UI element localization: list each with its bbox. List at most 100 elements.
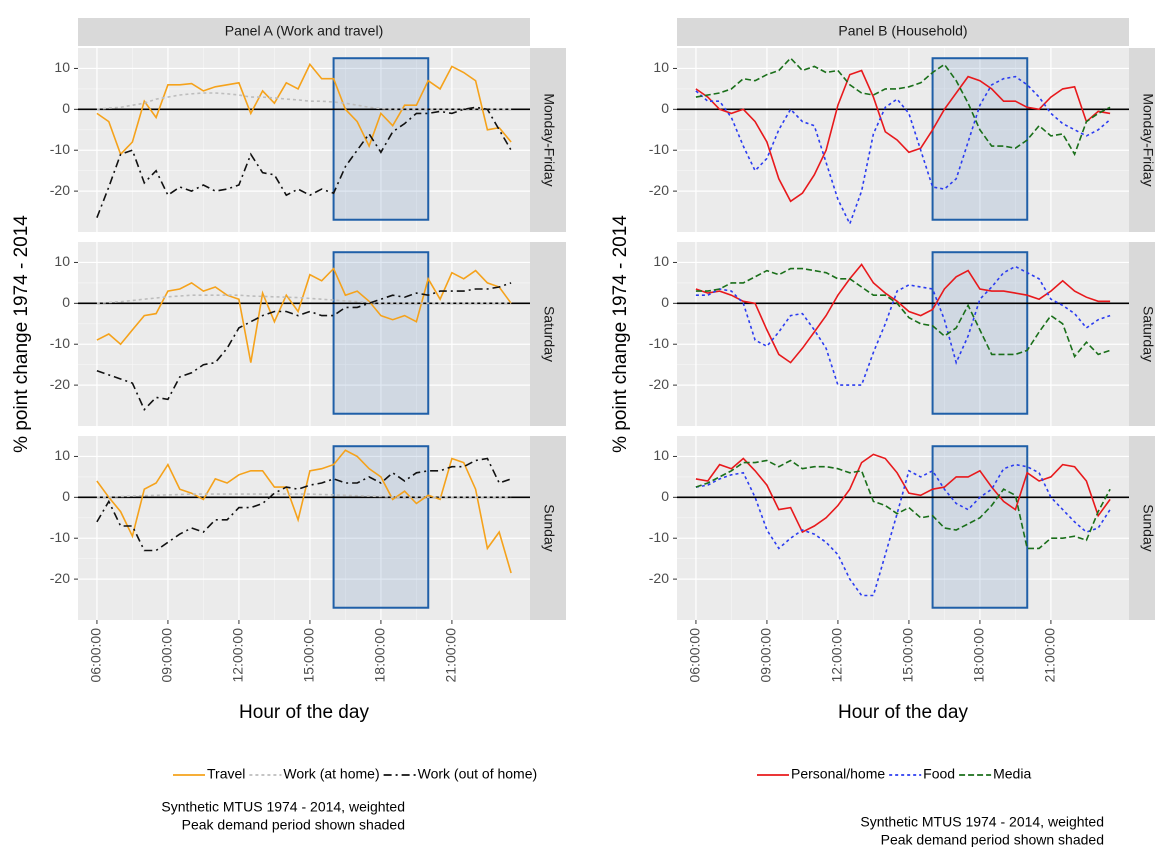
facet: -20 -10 0 10 Monday-Friday [50,48,566,232]
y-axis-title: % point change 1974 - 2014 [610,215,631,453]
plot-background [78,436,530,620]
y-tick-label: -20 [649,376,669,392]
facet: -20 -10 0 10 Sunday [649,436,1155,620]
series-line [695,57,1111,157]
facet: -20 -10 0 10 Saturday [649,242,1155,426]
facet-strip [1129,48,1155,232]
facet-label: Monday-Friday [541,93,557,186]
facet-strip [1129,436,1155,620]
facet-label: Sunday [541,504,557,551]
legend: Personal/home Food Media [757,766,1031,782]
caption: Synthetic MTUS 1974 - 2014, weighted [860,814,1104,830]
legend-label: Media [993,766,1031,782]
x-tick-label: 09:00:00 [758,628,774,683]
facet: -20 -10 0 10 Saturday [50,242,566,426]
legend-label: Food [923,766,955,782]
x-tick-label: 15:00:00 [301,628,317,683]
facet-label: Sunday [1140,504,1155,551]
series-line [96,449,512,574]
y-tick-label: -10 [50,529,70,545]
x-tick-label: 15:00:00 [900,628,916,683]
series-line [695,69,1111,203]
y-tick-label: 0 [661,294,669,310]
y-tick-label: -10 [50,141,70,157]
facet-label: Saturday [541,306,557,362]
x-tick-label: 06:00:00 [88,628,104,683]
facet: -20 -10 0 10 Monday-Friday [649,48,1155,232]
y-tick-label: 10 [653,59,669,75]
series-line [96,62,512,156]
series-line [96,457,512,552]
caption: Peak demand period shown shaded [881,832,1104,847]
x-axis-title: Hour of the day [239,702,369,723]
peak-shade [931,57,1029,221]
peak-shade [332,57,430,221]
x-tick-label: 12:00:00 [230,628,246,683]
y-tick-label: 0 [62,294,70,310]
x-tick-label: 06:00:00 [687,628,703,683]
legend-label: Work (out of home) [418,766,538,782]
legend-label: Personal/home [791,766,885,782]
plot-background [677,242,1129,426]
panel: Panel B (Household) -20 -10 0 10 Monday-Frida… [610,18,1155,847]
y-tick-label: -20 [50,570,70,586]
x-tick-label: 21:00:00 [443,628,459,683]
y-tick-label: 0 [62,488,70,504]
legend: Travel Work (at home) Work (out of home) [173,766,537,782]
y-tick-label: 0 [661,488,669,504]
x-axis-title: Hour of the day [838,702,968,723]
caption: Peak demand period shown shaded [182,817,405,833]
series-line [695,75,1111,226]
panel-title: Panel A (Work and travel) [225,23,383,39]
plot-background [677,48,1129,232]
plot-background [677,436,1129,620]
y-tick-label: 10 [54,59,70,75]
y-tick-label: 10 [54,447,70,463]
facet-strip [530,242,566,426]
series-line [695,265,1111,386]
y-axis-title: % point change 1974 - 2014 [11,215,32,453]
series-line [96,106,512,218]
y-tick-label: 10 [653,253,669,269]
facet: -20 -10 0 10 Sunday [50,436,566,620]
series-line [695,463,1111,597]
legend-label: Travel [207,766,245,782]
y-tick-label: -20 [50,376,70,392]
facet-strip [1129,242,1155,426]
facet-label: Monday-Friday [1140,93,1155,186]
y-tick-label: 10 [54,253,70,269]
y-tick-label: 0 [62,100,70,116]
series-line [96,267,512,363]
y-tick-label: -10 [649,141,669,157]
x-tick-label: 09:00:00 [159,628,175,683]
series-line [695,267,1111,359]
series-line [96,282,512,412]
x-tick-label: 21:00:00 [1042,628,1058,683]
panel-title: Panel B (Household) [838,23,967,39]
plot-background [78,48,530,232]
x-tick-label: 12:00:00 [829,628,845,683]
caption: Synthetic MTUS 1974 - 2014, weighted [161,799,405,815]
facet-label: Saturday [1140,306,1155,362]
y-tick-label: -10 [649,335,669,351]
y-tick-label: -10 [649,529,669,545]
facet-strip [530,48,566,232]
y-tick-label: 10 [653,447,669,463]
series-line [695,263,1111,364]
series-line [695,453,1111,534]
x-tick-label: 18:00:00 [372,628,388,683]
y-tick-label: -20 [50,182,70,198]
y-tick-label: 0 [661,100,669,116]
x-tick-label: 18:00:00 [971,628,987,683]
y-tick-label: -10 [50,335,70,351]
peak-shade [332,251,430,415]
panel: Panel A (Work and travel) -20 -10 0 10 Monday… [11,18,566,833]
series-line [695,459,1111,550]
peak-shade [931,251,1029,415]
facet-strip [530,436,566,620]
y-tick-label: -20 [649,570,669,586]
y-tick-label: -20 [649,182,669,198]
panel-strip [78,18,530,46]
plot-background [78,242,530,426]
